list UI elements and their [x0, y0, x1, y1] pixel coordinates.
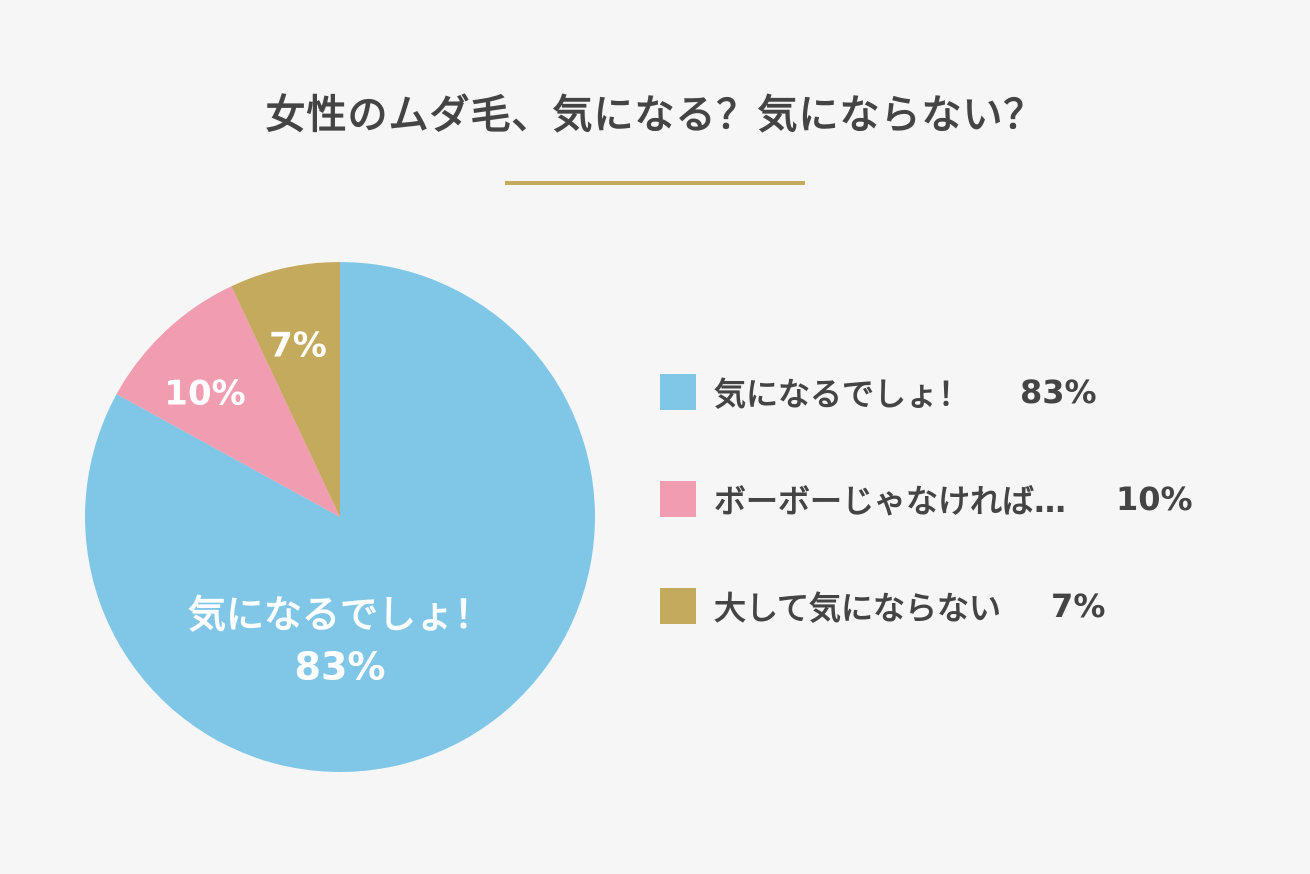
title-divider — [505, 181, 805, 185]
legend-label-1: ボーボーじゃなければ… — [714, 482, 1067, 520]
pie-slice-2-value: 7% — [269, 326, 327, 366]
pie-slice-0 — [84, 262, 595, 772]
legend-swatch-1 — [660, 481, 696, 517]
pie-slice-0-label: 気になるでしょ！ — [188, 593, 492, 637]
legend-swatch-2 — [660, 588, 696, 624]
legend-swatch-0 — [660, 374, 696, 410]
chart-title: 女性のムダ毛、気になる？気にならない？ — [265, 92, 1045, 138]
pie-slice-1 — [116, 286, 340, 517]
legend-label-0: 気になるでしょ！ — [714, 375, 971, 413]
pie-slice-2 — [231, 262, 340, 517]
legend-item-0: 気になるでしょ！ 83% — [660, 372, 1097, 413]
legend-value-2: 7% — [1051, 587, 1106, 625]
legend-value-0: 83% — [1020, 373, 1097, 411]
legend-label-2: 大して気にならない — [714, 589, 1002, 627]
legend-item-1: ボーボーじゃなければ… 10% — [660, 479, 1193, 520]
legend-item-2: 大して気にならない 7% — [660, 586, 1106, 627]
pie-slice-0-value: 83% — [295, 645, 386, 689]
legend-value-1: 10% — [1116, 480, 1193, 518]
pie-slice-1-value: 10% — [164, 374, 245, 414]
